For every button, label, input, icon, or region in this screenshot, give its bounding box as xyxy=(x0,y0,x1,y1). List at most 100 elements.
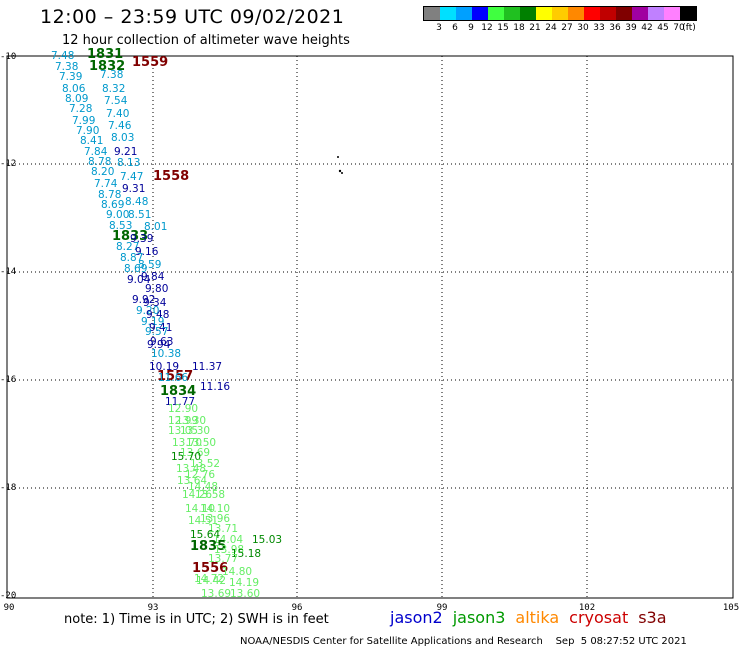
legend-swatch xyxy=(648,7,664,20)
legend-label: 15 xyxy=(497,23,509,33)
wave-height-value: 9.41 xyxy=(149,322,172,334)
legend-label: 3 xyxy=(436,23,442,33)
legend-label: 18 xyxy=(513,23,525,33)
wave-height-value: 8.53 xyxy=(109,220,132,232)
legend-swatch xyxy=(456,7,472,20)
x-tick-label: 99 xyxy=(436,603,448,613)
wave-height-value: 12.99 xyxy=(168,415,198,427)
wave-height-value: 9.16 xyxy=(135,246,159,258)
wave-height-value: 8.78 xyxy=(88,156,111,168)
wave-height-value: 9.84 xyxy=(141,271,165,283)
wave-height-value: 14.04 xyxy=(213,534,243,546)
wave-height-value: 8.27 xyxy=(116,241,139,253)
satellite-altika: altika xyxy=(515,608,560,627)
wave-height-value: 11.77 xyxy=(165,396,195,408)
legend-swatch xyxy=(472,7,488,20)
wave-height-value: 11.37 xyxy=(192,361,222,373)
x-tick-label: 90 xyxy=(3,603,15,613)
legend-swatch xyxy=(600,7,616,20)
legend-swatch xyxy=(680,7,696,20)
pass-time-label: 1558 xyxy=(153,169,189,184)
wave-height-value: 9.00 xyxy=(106,209,129,221)
y-tick-label: -12 xyxy=(0,159,17,169)
legend-swatch xyxy=(568,7,584,20)
wave-height-value: 8.09 xyxy=(65,93,88,105)
grid-lines xyxy=(7,56,733,598)
wave-height-value: 9.39 xyxy=(130,233,153,245)
wave-height-value: 10.38 xyxy=(151,348,181,360)
wave-height-value: 9.19 xyxy=(141,316,164,328)
wave-height-value: 13.05 xyxy=(168,425,198,437)
wave-height-value: 9.92 xyxy=(132,294,155,306)
wave-height-value: 7.38 xyxy=(100,69,123,81)
wave-height-value: 8.06 xyxy=(62,83,86,95)
pass-time-label: 1832 xyxy=(89,59,125,74)
wave-height-value: 13.58 xyxy=(195,489,225,501)
wave-height-value: 7.46 xyxy=(108,120,132,132)
wave-height-value: 9.94 xyxy=(147,339,171,351)
wave-height-value: 11.66 xyxy=(158,372,188,384)
wave-height-value: 7.38 xyxy=(55,61,78,73)
color-legend: 3 6 9 12 15 18 21 24 27 30 33 36 39 42 45 70 (ft) xyxy=(423,6,697,35)
wave-height-value: 9.31 xyxy=(122,183,145,195)
wave-height-value: 14.10 xyxy=(200,503,230,515)
legend-swatch xyxy=(504,7,520,20)
wave-height-value: 13.30 xyxy=(176,415,206,427)
pass-time-label: 1559 xyxy=(132,55,168,70)
wave-height-value: 7.54 xyxy=(104,95,128,107)
wave-height-value: 13.69 xyxy=(180,447,210,459)
wave-height-value: 8.51 xyxy=(128,209,151,221)
wave-height-value: 10.19 xyxy=(149,361,179,373)
y-tick-label: -14 xyxy=(0,267,17,277)
legend-swatch xyxy=(664,7,680,20)
wave-height-value: 8.41 xyxy=(80,135,103,147)
legend-label: 36 xyxy=(609,23,621,33)
legend-label: 21 xyxy=(529,23,541,33)
legend-label: 6 xyxy=(452,23,458,33)
wave-height-value: 13.69 xyxy=(201,588,231,600)
wave-height-value: 9.20 xyxy=(136,305,159,317)
wave-height-value: 15.70 xyxy=(171,451,201,463)
wave-height-value: 9.21 xyxy=(114,146,137,158)
pass-time-label: 1831 xyxy=(87,47,123,62)
satellite-s3a: s3a xyxy=(638,608,667,627)
pass-time-label: 1835 xyxy=(190,539,226,554)
wave-height-value: 9.34 xyxy=(143,297,167,309)
wave-height-value: 13.70 xyxy=(172,437,202,449)
wave-height-value: 15.64 xyxy=(190,529,220,541)
wave-height-value: 13.71 xyxy=(208,523,238,535)
legend-label: 12 xyxy=(481,23,493,33)
wave-height-value: 13.52 xyxy=(190,458,220,470)
wave-height-value: 7.90 xyxy=(76,125,99,137)
legend-swatch xyxy=(440,7,456,20)
wave-height-value: 7.99 xyxy=(72,115,95,127)
wave-height-value: 7.48 xyxy=(51,50,74,62)
wave-height-value: 9.57 xyxy=(145,326,168,338)
wave-height-value: 8.78 xyxy=(98,189,121,201)
wave-height-value: 7.28 xyxy=(69,103,92,115)
legend-label: 45 xyxy=(657,23,669,33)
wave-height-value: 8.69 xyxy=(124,263,147,275)
wave-height-value: 14.51 xyxy=(188,515,218,527)
wave-height-value: 12.76 xyxy=(185,469,215,481)
wave-height-value: 8.69 xyxy=(101,199,124,211)
wave-height-value: 14.19 xyxy=(229,577,259,589)
x-tick-label: 96 xyxy=(291,603,303,613)
wave-height-value: 15.03 xyxy=(252,534,282,546)
page-title: 12:00 – 23:59 UTC 09/02/2021 xyxy=(40,6,345,28)
satellite-legend: jason2 jason3 altika cryosat s3a xyxy=(390,608,677,627)
wave-height-value: 7.47 xyxy=(120,171,143,183)
wave-height-value: 9.48 xyxy=(146,309,169,321)
legend-swatch xyxy=(584,7,600,20)
wave-height-value: 9.63 xyxy=(150,336,173,348)
satellite-cryosat: cryosat xyxy=(569,608,629,627)
legend-labels: 3 6 9 12 15 18 21 24 27 30 33 36 39 42 45 70 (ft) xyxy=(423,21,697,35)
footer-credit: NOAA/NESDIS Center for Satellite Applica… xyxy=(240,636,687,647)
pass-time-label: 1556 xyxy=(192,561,228,576)
pass-time-label: 1833 xyxy=(112,229,148,244)
pass-time-label: 1557 xyxy=(157,369,193,384)
legend-swatch xyxy=(552,7,568,20)
wave-height-value: 8.01 xyxy=(144,221,167,233)
wave-height-value: 9.04 xyxy=(127,274,151,286)
legend-label: (ft) xyxy=(682,23,696,33)
